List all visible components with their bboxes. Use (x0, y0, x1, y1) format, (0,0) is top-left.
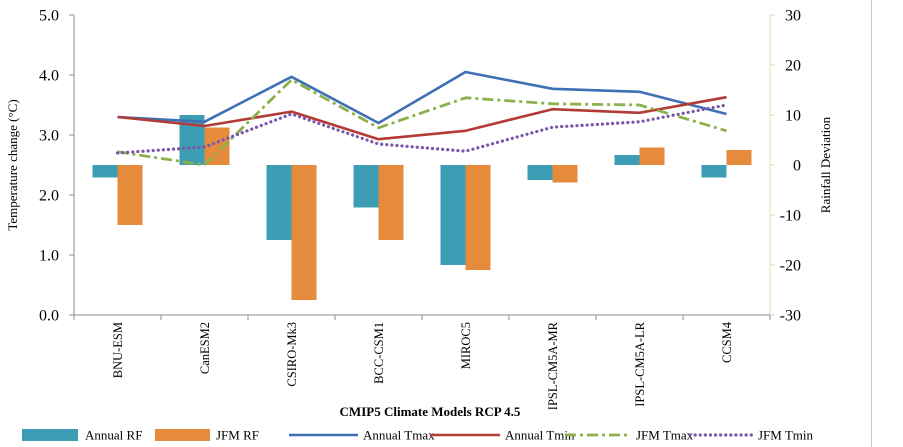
category-label-bnu-esm: BNU-ESM (111, 322, 125, 378)
bar-annual-rf-bnu-esm (92, 165, 118, 178)
axes: 0.0 1.0 2.0 3.0 4.0 5.0 -30 -20 -10 0 10 20 30 (39, 8, 801, 325)
line-annual-tmin (117, 95, 727, 141)
bar-jfm-rf-bnu-esm (117, 165, 143, 225)
legend-label: Annual Tmax (363, 428, 435, 443)
line-series (115, 70, 729, 167)
y-tick-label: 1.0 (39, 248, 59, 265)
bar-jfm-rf-miroc5 (465, 165, 491, 270)
y2-axis-title: Rainfall Deviation (818, 116, 833, 213)
legend-item-annual-tmax: Annual Tmax (289, 428, 435, 443)
bar-series (92, 115, 752, 300)
bar-annual-rf-ccsm4 (701, 165, 727, 178)
y2-tick-label: 30 (785, 8, 801, 25)
legend-item-annual-tmin: Annual Tmin (430, 428, 575, 443)
legend-swatch-jfm-rf (155, 429, 210, 441)
y-tick-label: 3.0 (39, 128, 59, 145)
legend-item-jfm-rf: JFM RF (155, 428, 259, 443)
legend-item-jfm-tmin: JFM Tmin (688, 428, 814, 443)
legend-item-jfm-tmax: JFM Tmax (565, 428, 694, 443)
category-label-bcc-csm1: BCC-CSM1 (372, 322, 386, 384)
y-tick-label: 5.0 (39, 8, 59, 25)
bar-jfm-rf-csiro-mk3 (291, 165, 317, 300)
y2-tick-label: -30 (780, 308, 801, 325)
category-label-ipsl-cm5a-mr: IPSL-CM5A-MR (546, 321, 560, 410)
series-annual-rf (92, 115, 727, 265)
line-annual-tmax (117, 70, 727, 125)
line-jfm-tmin (115, 103, 729, 155)
category-label-ipsl-cm5a-lr: IPSL-CM5A-LR (633, 321, 647, 406)
bar-annual-rf-ipsl-cm5a-mr (527, 165, 553, 180)
series-jfm-rf (117, 127, 752, 300)
bar-jfm-rf-ipsl-cm5a-mr (552, 165, 578, 183)
y-tick-label: 2.0 (39, 188, 59, 205)
legend-item-annual-rf: Annual RF (22, 428, 142, 443)
y2-tick-label: 10 (785, 108, 801, 125)
legend-label: JFM RF (216, 428, 259, 443)
line-jfm-tmax (117, 78, 727, 167)
category-label-miroc5: MIROC5 (459, 322, 473, 369)
x-axis-title: CMIP5 Climate Models RCP 4.5 (340, 404, 521, 419)
legend-swatch-annual-rf (22, 429, 78, 441)
category-label-csiro-mk3: CSIRO-Mk3 (285, 322, 299, 387)
legend-label: Annual RF (85, 428, 142, 443)
y-axis-title: Temperature change (°C) (5, 99, 20, 230)
legend-label: JFM Tmin (758, 428, 814, 443)
bar-jfm-rf-ipsl-cm5a-lr (639, 147, 665, 165)
y2-tick-label: -20 (780, 258, 801, 275)
y2-tick-label: -10 (780, 208, 801, 225)
y2-tick-label: 20 (785, 58, 801, 75)
bar-annual-rf-miroc5 (440, 165, 466, 265)
legend: Annual RF JFM RF Annual Tmax Annual Tmin JFM… (22, 428, 814, 443)
bar-annual-rf-csiro-mk3 (266, 165, 292, 240)
bar-annual-rf-bcc-csm1 (353, 165, 379, 208)
y2-tick-label: 0 (793, 158, 801, 175)
legend-label: Annual Tmin (505, 428, 575, 443)
bar-jfm-rf-bcc-csm1 (378, 165, 404, 240)
bar-jfm-rf-ccsm4 (726, 150, 752, 165)
y-tick-label: 0.0 (39, 308, 59, 325)
bar-annual-rf-ipsl-cm5a-lr (614, 155, 640, 165)
legend-label: JFM Tmax (636, 428, 694, 443)
category-label-ccsm4: CCSM4 (720, 321, 734, 363)
y-tick-label: 4.0 (39, 68, 59, 85)
category-label-canesm2: CanESM2 (198, 322, 212, 374)
category-labels: BNU-ESM CanESM2 CSIRO-Mk3 BCC-CSM1 MIROC5 IPS… (111, 321, 734, 410)
